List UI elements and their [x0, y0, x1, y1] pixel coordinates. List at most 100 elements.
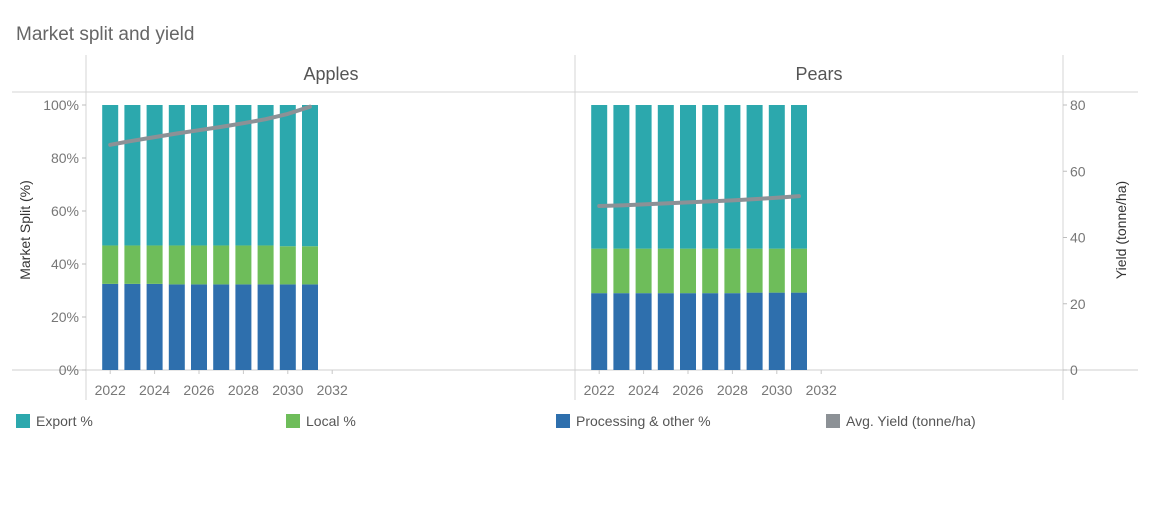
bar-export-apples-2030 [279, 105, 296, 247]
bar-export-apples-2025 [168, 105, 185, 246]
bar-processing-pears-2030 [768, 292, 785, 370]
panel-label-apples: Apples [303, 64, 358, 84]
x-tick-label-pears: 2032 [806, 382, 837, 398]
bar-local-apples-2022 [102, 245, 119, 284]
bar-local-pears-2025 [657, 248, 674, 294]
x-tick-label-pears: 2026 [672, 382, 703, 398]
bar-processing-apples-2023 [124, 283, 141, 370]
legend-label-local: Local % [306, 413, 356, 429]
bar-export-apples-2022 [102, 105, 119, 246]
yield-line-pears [597, 194, 801, 208]
y-left-tick-label: 40% [51, 256, 79, 272]
bar-processing-apples-2022 [102, 283, 119, 370]
bar-export-apples-2023 [124, 105, 141, 246]
bar-export-pears-2028 [724, 105, 741, 249]
bar-local-pears-2030 [768, 248, 785, 293]
bar-local-pears-2031 [791, 248, 807, 293]
bar-processing-pears-2029 [746, 292, 763, 370]
bar-local-pears-2023 [613, 248, 630, 294]
y-right-tick-label: 20 [1070, 296, 1086, 312]
legend-swatch-local [286, 414, 300, 428]
bar-local-apples-2024 [146, 245, 163, 284]
x-tick-label-apples: 2028 [228, 382, 259, 398]
y-left-tick-label: 100% [43, 97, 79, 113]
x-tick-label-pears: 2028 [717, 382, 748, 398]
legend: Export % Local % Processing & other % Avg. … [16, 413, 976, 429]
legend-swatch-yield [826, 414, 840, 428]
bar-processing-apples-2030 [279, 284, 296, 370]
axis-labels: 0% 20% 40% 60% 80% 100% 0 20 40 60 80 Market Split … [17, 97, 1129, 398]
bar-local-apples-2027 [213, 245, 230, 285]
bar-export-pears-2029 [746, 105, 763, 249]
x-tick-label-apples: 2030 [272, 382, 303, 398]
bar-processing-pears-2026 [680, 293, 696, 370]
bar-local-apples-2031 [302, 246, 318, 285]
bar-processing-apples-2024 [146, 283, 163, 370]
bar-export-pears-2031 [791, 105, 807, 249]
bar-processing-pears-2031 [791, 292, 807, 370]
bar-processing-apples-2031 [302, 284, 318, 370]
bar-local-pears-2026 [680, 248, 696, 294]
legend-label-export: Export % [36, 413, 93, 429]
bar-export-pears-2024 [635, 105, 652, 249]
x-tick-label-apples: 2024 [139, 382, 170, 398]
bar-export-apples-2031 [302, 105, 318, 247]
bar-local-apples-2030 [279, 246, 296, 285]
y-right-tick-label: 40 [1070, 230, 1086, 246]
y-left-tick-label: 80% [51, 150, 79, 166]
bar-processing-apples-2029 [257, 284, 274, 370]
legend-label-processing: Processing & other % [576, 413, 711, 429]
bar-export-pears-2025 [657, 105, 674, 249]
x-tick-label-pears: 2022 [584, 382, 615, 398]
bar-processing-pears-2023 [613, 293, 630, 370]
bar-export-pears-2027 [702, 105, 719, 249]
bar-export-apples-2026 [191, 105, 207, 246]
x-tick-label-apples: 2026 [183, 382, 214, 398]
bar-local-apples-2026 [191, 245, 207, 285]
bar-processing-apples-2025 [168, 284, 185, 370]
bar-local-pears-2027 [702, 248, 719, 294]
bar-local-pears-2022 [591, 248, 608, 294]
legend-swatch-export [16, 414, 30, 428]
y-left-tick-label: 60% [51, 203, 79, 219]
bar-processing-apples-2027 [213, 284, 230, 370]
bar-local-apples-2028 [235, 245, 252, 285]
bar-export-pears-2023 [613, 105, 630, 249]
bar-local-apples-2023 [124, 245, 141, 284]
bar-export-apples-2027 [213, 105, 230, 246]
bar-marks [102, 105, 807, 370]
bar-local-pears-2028 [724, 248, 741, 294]
bar-processing-pears-2022 [591, 293, 608, 370]
bar-export-pears-2026 [680, 105, 696, 249]
y-right-axis-title: Yield (tonne/ha) [1113, 181, 1129, 279]
x-tick-label-pears: 2030 [761, 382, 792, 398]
bar-processing-pears-2028 [724, 293, 741, 370]
yield-lines [108, 104, 801, 208]
bar-processing-pears-2027 [702, 293, 719, 370]
bar-processing-pears-2025 [657, 293, 674, 370]
bar-export-apples-2029 [257, 105, 274, 246]
y-right-tick-label: 80 [1070, 97, 1086, 113]
y-right-tick-label: 0 [1070, 362, 1078, 378]
bar-processing-apples-2028 [235, 284, 252, 370]
x-tick-label-pears: 2024 [628, 382, 659, 398]
bar-local-pears-2029 [746, 248, 763, 293]
bar-local-apples-2029 [257, 245, 274, 285]
legend-label-yield: Avg. Yield (tonne/ha) [846, 413, 976, 429]
bar-local-apples-2025 [168, 245, 185, 285]
x-tick-label-apples: 2032 [317, 382, 348, 398]
chart-title: Market split and yield [16, 24, 194, 45]
bar-export-pears-2022 [591, 105, 608, 249]
yield-line-apples [108, 104, 312, 147]
y-right-tick-label: 60 [1070, 163, 1086, 179]
bar-processing-apples-2026 [191, 284, 207, 370]
x-tick-label-apples: 2022 [95, 382, 126, 398]
y-left-tick-label: 0% [59, 362, 79, 378]
y-left-tick-label: 20% [51, 309, 79, 325]
bar-export-apples-2028 [235, 105, 252, 246]
bar-processing-pears-2024 [635, 293, 652, 370]
y-left-axis-title: Market Split (%) [17, 180, 33, 280]
bar-export-pears-2030 [768, 105, 785, 249]
